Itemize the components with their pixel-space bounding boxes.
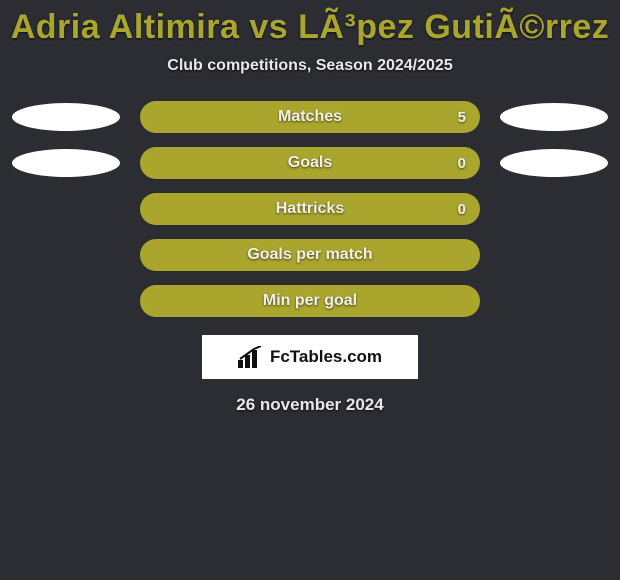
- stat-label: Goals per match: [140, 246, 480, 264]
- left-value-ellipse: [12, 241, 120, 269]
- stat-bar: Matches5: [140, 101, 480, 133]
- stat-bar: Hattricks0: [140, 193, 480, 225]
- stat-bar: Goals per match: [140, 239, 480, 271]
- brand-text: FcTables.com: [270, 347, 382, 367]
- page-subtitle: Club competitions, Season 2024/2025: [167, 57, 452, 75]
- right-value-ellipse: [500, 149, 608, 177]
- stat-label: Matches: [140, 108, 480, 126]
- stat-value: 5: [458, 109, 466, 126]
- stat-value: 0: [458, 155, 466, 172]
- right-value-ellipse: [500, 287, 608, 315]
- stat-row: Goals per match: [0, 239, 620, 271]
- page-title: Adria Altimira vs LÃ³pez GutiÃ©rrez: [11, 8, 610, 47]
- stat-label: Min per goal: [140, 292, 480, 310]
- stat-row: Hattricks0: [0, 193, 620, 225]
- stat-label: Goals: [140, 154, 480, 172]
- bars-icon: [238, 346, 264, 368]
- stat-value: 0: [458, 201, 466, 218]
- stat-row: Goals0: [0, 147, 620, 179]
- date-label: 26 november 2024: [236, 395, 383, 415]
- right-value-ellipse: [500, 103, 608, 131]
- right-value-ellipse: [500, 195, 608, 223]
- stat-bar: Goals0: [140, 147, 480, 179]
- stat-row: Min per goal: [0, 285, 620, 317]
- left-value-ellipse: [12, 195, 120, 223]
- left-value-ellipse: [12, 103, 120, 131]
- right-value-ellipse: [500, 241, 608, 269]
- stats-list: Matches5Goals0Hattricks0Goals per matchM…: [0, 101, 620, 317]
- left-value-ellipse: [12, 149, 120, 177]
- brand-logo: FcTables.com: [202, 335, 418, 379]
- left-value-ellipse: [12, 287, 120, 315]
- comparison-card: Adria Altimira vs LÃ³pez GutiÃ©rrez Club…: [0, 0, 620, 415]
- stat-bar: Min per goal: [140, 285, 480, 317]
- stat-label: Hattricks: [140, 200, 480, 218]
- stat-row: Matches5: [0, 101, 620, 133]
